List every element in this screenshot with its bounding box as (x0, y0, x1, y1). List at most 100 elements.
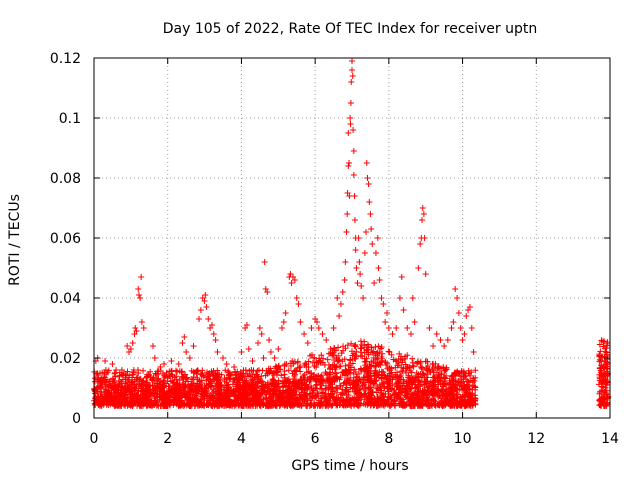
data-point (192, 392, 199, 399)
data-point (275, 362, 282, 369)
data-point (245, 346, 252, 352)
data-point (409, 362, 416, 369)
data-point (101, 374, 108, 381)
data-point (400, 380, 407, 387)
data-point (280, 389, 287, 396)
data-point (208, 382, 215, 389)
data-point (378, 374, 385, 381)
axis-ticks: 0 2 4 6 8 10 12 14 0 0.02 0.04 0.06 0.08 0.1 0.12 (50, 51, 619, 447)
data-point (349, 360, 356, 367)
data-point (600, 384, 607, 391)
data-point (346, 379, 353, 386)
grid-lines (94, 58, 610, 418)
data-point (138, 319, 145, 325)
data-point (307, 376, 314, 383)
data-point (104, 391, 111, 398)
data-point (461, 373, 468, 380)
x-axis-label: GPS time / hours (291, 458, 408, 474)
data-point (596, 358, 603, 365)
data-point (450, 372, 457, 379)
data-point (374, 385, 381, 392)
data-point (272, 365, 279, 372)
data-point (422, 271, 429, 277)
data-point (100, 386, 107, 393)
data-point (124, 343, 131, 349)
data-point (390, 387, 397, 394)
data-point (596, 402, 603, 409)
data-point (319, 331, 326, 337)
data-point (184, 378, 191, 385)
data-point (371, 370, 378, 377)
data-point (138, 274, 145, 280)
data-point (381, 379, 388, 386)
data-point (382, 319, 389, 325)
data-point (404, 389, 411, 396)
data-point (462, 370, 469, 377)
data-point (290, 379, 297, 386)
data-point (374, 394, 381, 401)
data-point (264, 399, 271, 406)
data-point (315, 372, 322, 379)
data-point (197, 371, 204, 378)
data-point (364, 175, 371, 181)
data-point (368, 344, 375, 351)
data-point (331, 373, 338, 380)
data-point (197, 401, 204, 408)
data-point (333, 401, 340, 408)
data-point (290, 387, 297, 394)
data-point (353, 374, 360, 381)
data-point (203, 369, 210, 376)
y-axis-label: ROTI / TECUs (7, 194, 23, 286)
data-point (350, 172, 357, 178)
data-point (453, 402, 460, 409)
data-point (378, 355, 385, 362)
data-point (196, 316, 203, 322)
data-point (374, 235, 381, 241)
data-point (397, 396, 404, 403)
data-point (407, 398, 414, 405)
data-point (264, 382, 271, 389)
data-point (438, 371, 445, 378)
data-point (174, 389, 181, 396)
data-point (270, 402, 277, 409)
data-point (222, 367, 229, 374)
data-point (354, 280, 361, 286)
data-point (342, 345, 349, 352)
data-point (307, 383, 314, 390)
data-point (180, 382, 187, 389)
data-point (134, 374, 141, 381)
data-point (417, 360, 424, 367)
data-point (375, 371, 382, 378)
data-point (404, 325, 411, 331)
data-point (296, 391, 303, 398)
data-point (132, 325, 139, 331)
data-point (228, 398, 235, 405)
data-point (102, 358, 109, 364)
data-point (384, 398, 391, 405)
data-point (183, 349, 190, 355)
data-point (413, 370, 420, 377)
data-point (194, 397, 201, 404)
data-point (225, 368, 232, 375)
data-point (188, 376, 195, 383)
data-point (395, 379, 402, 386)
data-point (385, 325, 392, 331)
data-point (347, 374, 354, 381)
data-point (599, 400, 606, 407)
data-point (337, 363, 344, 370)
data-point (430, 360, 437, 367)
data-point (343, 229, 350, 235)
data-point (328, 378, 335, 385)
data-point (249, 395, 256, 402)
y-tick-label: 0.04 (50, 291, 81, 307)
data-point (263, 389, 270, 396)
data-point (300, 373, 307, 380)
data-point (158, 392, 165, 399)
data-point (209, 402, 216, 409)
data-point (374, 402, 381, 409)
data-point (237, 395, 244, 402)
data-point (323, 370, 330, 377)
data-point (122, 394, 129, 401)
data-point (238, 373, 245, 380)
data-point (287, 388, 294, 395)
